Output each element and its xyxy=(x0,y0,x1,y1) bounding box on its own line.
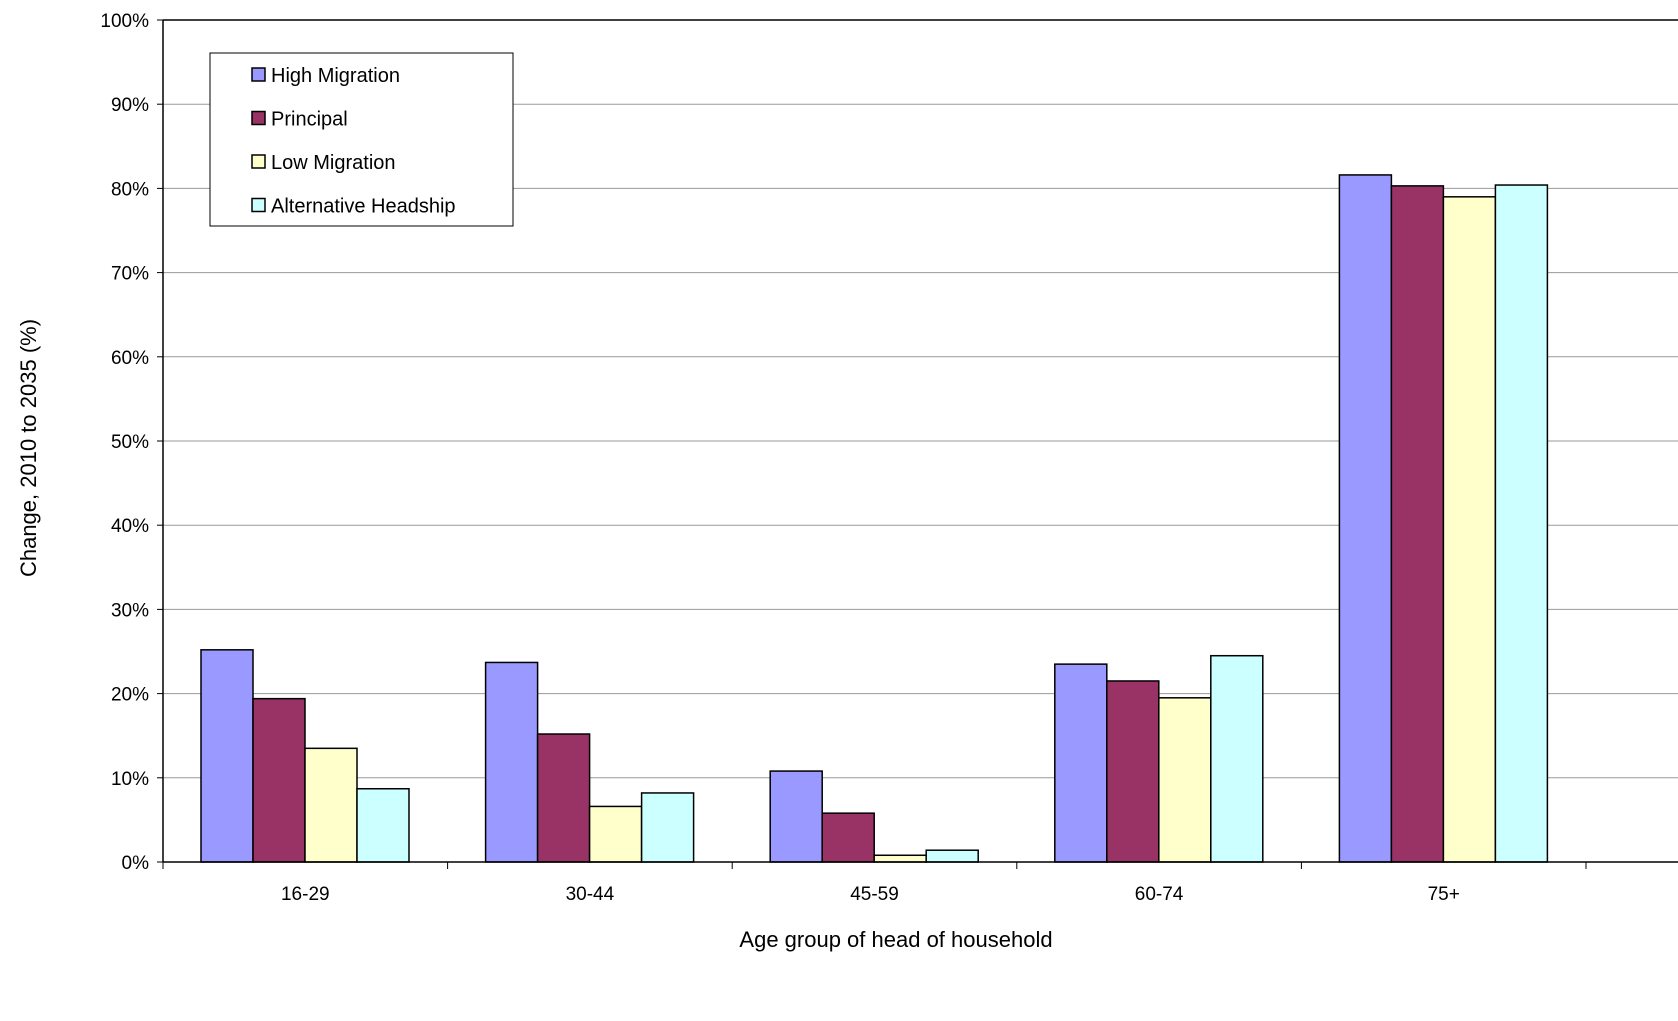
y-tick-label: 100% xyxy=(100,11,149,32)
y-tick-label: 60% xyxy=(111,348,149,369)
bar xyxy=(304,747,358,863)
legend-swatch xyxy=(251,67,266,82)
x-tick-label: 30-44 xyxy=(566,884,615,905)
bar xyxy=(640,792,695,863)
bar xyxy=(1210,654,1264,863)
bar xyxy=(1390,185,1445,863)
y-tick-label: 70% xyxy=(111,264,149,285)
legend: High Migration Principal Low Migration Alte… xyxy=(209,52,514,227)
legend-label: Alternative Headship xyxy=(271,196,456,218)
y-tick-label: 20% xyxy=(111,685,149,706)
y-tick-label: 40% xyxy=(111,516,149,537)
y-tick-label: 0% xyxy=(122,853,150,874)
bar xyxy=(1158,697,1212,863)
y-tick-label: 90% xyxy=(111,95,149,116)
x-tick-label: 75+ xyxy=(1428,884,1460,905)
bar xyxy=(821,812,875,863)
bar xyxy=(536,733,591,863)
bar xyxy=(873,854,927,863)
legend-label: Low Migration xyxy=(271,152,396,174)
legend-label: High Migration xyxy=(271,65,400,87)
bar xyxy=(925,849,979,863)
x-tick-labels: 16-29 30-44 45-59 60-74 75+ xyxy=(281,884,1460,905)
bar xyxy=(1338,174,1393,863)
bar xyxy=(252,697,306,863)
x-axis-label: Age group of head of household xyxy=(739,927,1052,952)
bar xyxy=(1106,680,1160,863)
x-tick-label: 45-59 xyxy=(850,884,899,905)
legend-swatch xyxy=(251,110,266,126)
y-tick-label: 50% xyxy=(111,432,149,453)
bar xyxy=(200,649,254,863)
legend-swatch xyxy=(251,154,266,169)
y-tick-labels: 0% 10% 20% 30% 40% 50% 60% 70% 80% 90% 100% xyxy=(100,11,149,874)
y-tick-label: 30% xyxy=(111,600,149,621)
x-tick-label: 16-29 xyxy=(281,884,330,905)
x-tick-label: 60-74 xyxy=(1135,884,1184,905)
legend-swatch xyxy=(251,197,266,213)
bar xyxy=(1442,196,1497,863)
y-tick-label: 80% xyxy=(111,179,149,200)
y-axis-label: Change, 2010 to 2035 (%) xyxy=(16,319,41,577)
legend-label: Principal xyxy=(271,109,348,131)
bars xyxy=(200,174,1549,863)
bar xyxy=(1054,663,1108,863)
bar xyxy=(1494,184,1549,863)
bar xyxy=(588,805,643,863)
legend-box xyxy=(209,52,514,227)
bar xyxy=(484,661,539,863)
axes xyxy=(157,19,1678,869)
y-tick-label: 10% xyxy=(111,769,149,790)
bar xyxy=(769,770,823,863)
bar xyxy=(356,787,410,863)
